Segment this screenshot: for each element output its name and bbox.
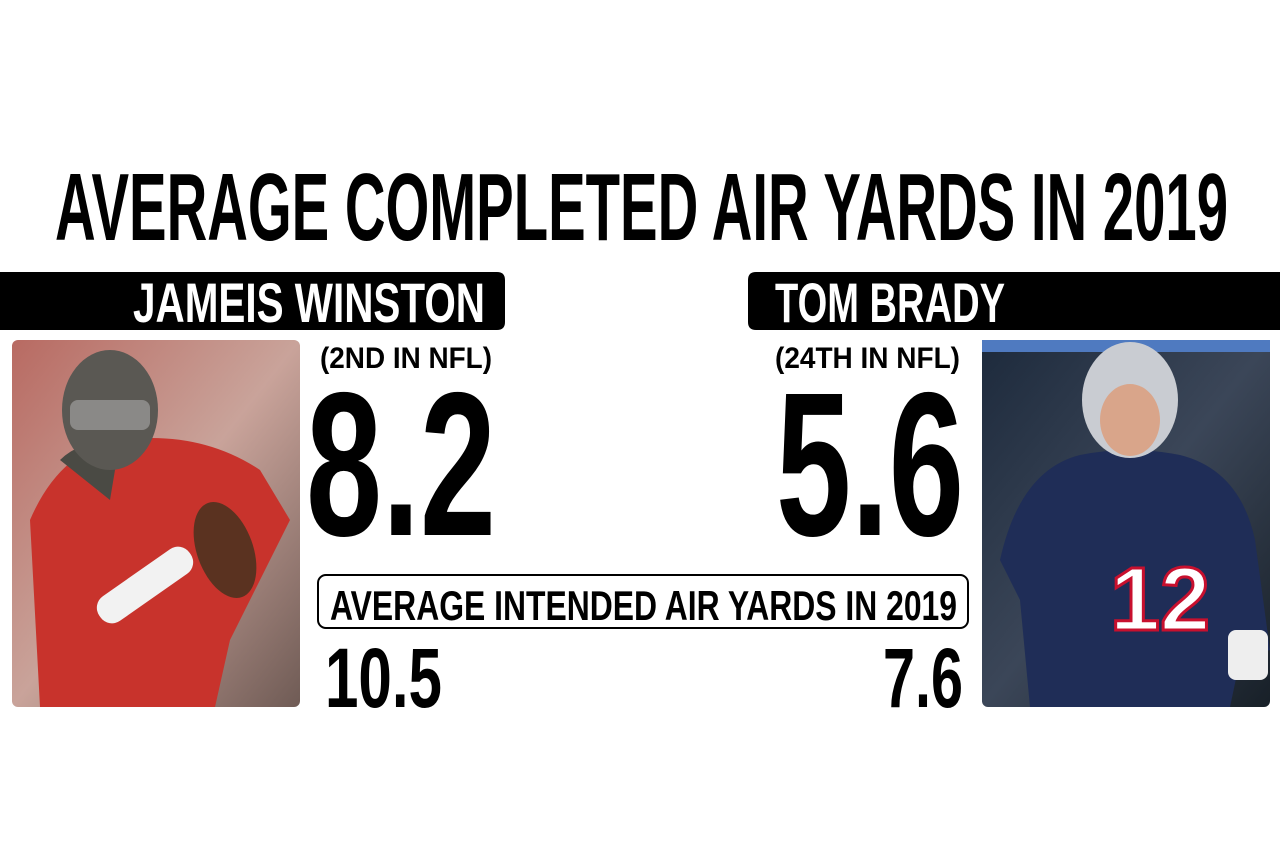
player-photo: 12 — [982, 340, 1270, 707]
intended-air-yards: 10.5 — [325, 631, 442, 725]
name-banner — [748, 272, 1280, 330]
intended-label: AVERAGE INTENDED AIR YARDS IN 2019 — [330, 582, 957, 629]
intended-label-box — [317, 574, 969, 629]
completed-air-yards: 5.6 — [776, 350, 964, 579]
title: AVERAGE COMPLETED AIR YARDS IN 2019 — [55, 154, 1228, 261]
jersey-number: 12 — [1110, 550, 1210, 650]
intended-air-yards: 7.6 — [883, 631, 963, 725]
player-rank: (24TH IN NFL) — [775, 342, 960, 375]
completed-air-yards: 8.2 — [306, 350, 496, 579]
name-banner — [0, 272, 505, 330]
player-photo — [12, 340, 300, 707]
player-name: TOM BRADY — [775, 271, 1005, 334]
player-rank: (2ND IN NFL) — [320, 342, 492, 375]
player-name: JAMEIS WINSTON — [133, 271, 485, 334]
